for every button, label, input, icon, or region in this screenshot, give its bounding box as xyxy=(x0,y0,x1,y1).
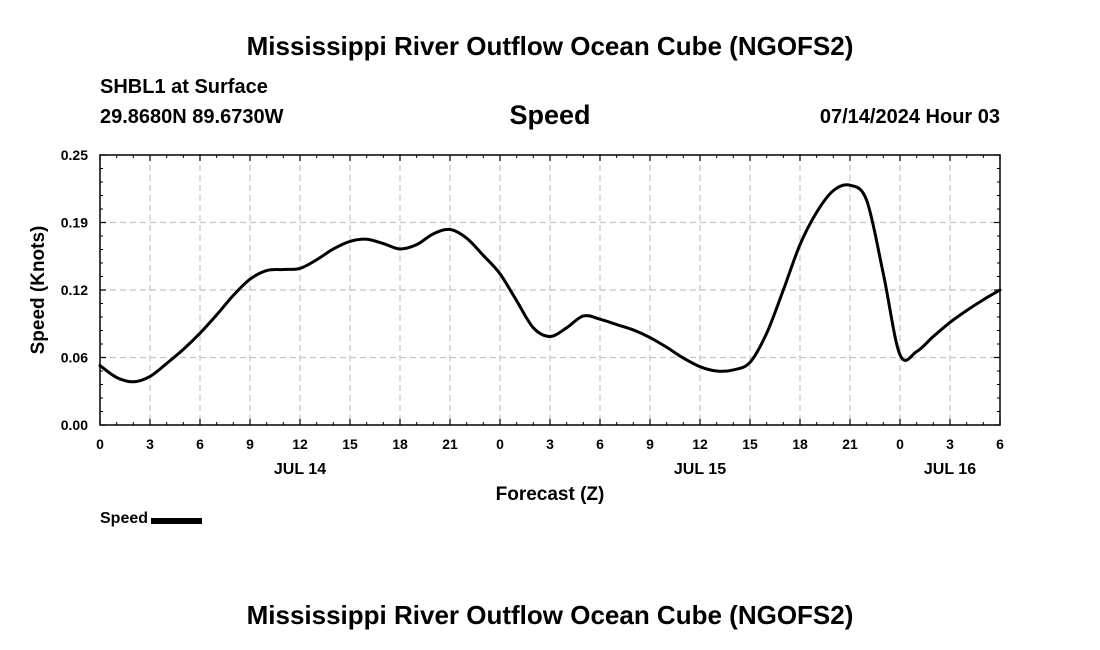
x-tick-label: 0 xyxy=(896,436,904,452)
x-tick-label: 3 xyxy=(546,436,554,452)
y-tick-label: 0.06 xyxy=(61,350,88,366)
legend: Speed xyxy=(100,510,203,528)
x-tick-label: 18 xyxy=(792,436,808,452)
x-tick-label: 12 xyxy=(692,436,708,452)
x-tick-label: 12 xyxy=(292,436,308,452)
grid xyxy=(100,155,1000,425)
coordinates-label: 29.8680N 89.6730W xyxy=(100,106,284,128)
x-axis-title: Forecast (Z) xyxy=(496,484,605,505)
chart-title: Speed xyxy=(509,100,591,130)
x-tick-label: 21 xyxy=(842,436,858,452)
x-tick-label: 3 xyxy=(946,436,954,452)
y-tick-labels: 0.00 0.06 0.12 0.19 0.25 xyxy=(61,147,88,433)
day-label: JUL 16 xyxy=(924,461,976,478)
station-label: SHBL1 at Surface xyxy=(100,76,268,98)
y-tick-label: 0.12 xyxy=(61,282,88,298)
bottom-title: Mississippi River Outflow Ocean Cube (NG… xyxy=(246,600,854,630)
page-title: Mississippi River Outflow Ocean Cube (NG… xyxy=(246,31,854,61)
x-tick-label: 0 xyxy=(96,436,104,452)
day-label: JUL 15 xyxy=(674,461,726,478)
x-tick-label: 0 xyxy=(496,436,504,452)
x-tick-label: 15 xyxy=(342,436,358,452)
x-tick-label: 18 xyxy=(392,436,408,452)
legend-label: Speed xyxy=(100,510,149,527)
series xyxy=(98,183,1002,384)
x-tick-label: 6 xyxy=(996,436,1004,452)
y-tick-label: 0.25 xyxy=(61,147,88,163)
series-line-speed xyxy=(98,183,1002,384)
x-tick-label: 21 xyxy=(442,436,458,452)
x-tick-label: 6 xyxy=(196,436,204,452)
day-labels: JUL 14 JUL 15 JUL 16 xyxy=(274,461,976,478)
x-tick-label: 9 xyxy=(246,436,254,452)
x-tick-labels: 0 3 6 9 12 15 18 21 0 3 6 9 12 15 18 21 0 3 6 xyxy=(96,436,1004,452)
forecast-date-label: 07/14/2024 Hour 03 xyxy=(819,106,1000,128)
x-tick-label: 3 xyxy=(146,436,154,452)
y-tick-label: 0.00 xyxy=(61,417,88,433)
legend-line-swatch xyxy=(151,517,203,524)
y-tick-label: 0.19 xyxy=(61,215,88,231)
x-tick-label: 15 xyxy=(742,436,758,452)
x-tick-label: 6 xyxy=(596,436,604,452)
y-axis-title: Speed (Knots) xyxy=(28,226,49,355)
x-tick-label: 9 xyxy=(646,436,654,452)
day-label: JUL 14 xyxy=(274,461,326,478)
